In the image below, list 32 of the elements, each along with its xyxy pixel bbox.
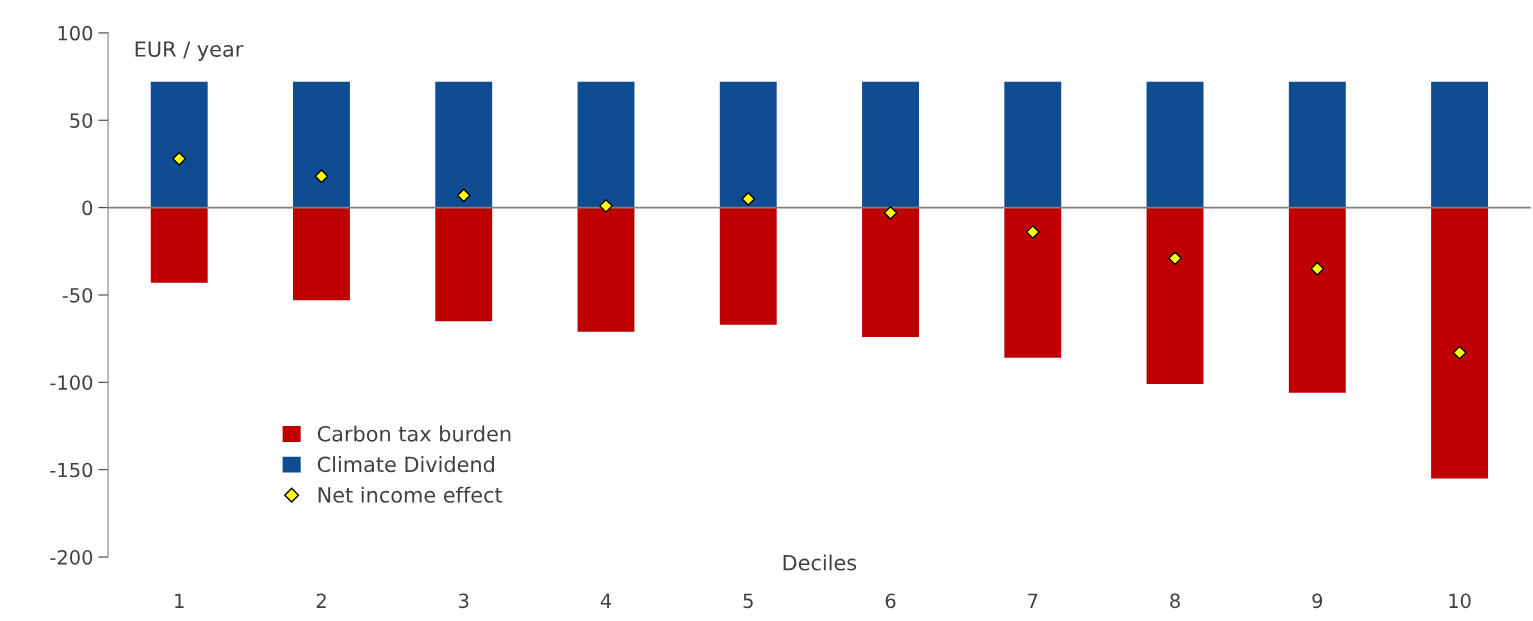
point (1452, 345, 1467, 360)
x-tick-label: 1 (175, 593, 184, 608)
point (883, 205, 898, 220)
point (1310, 261, 1325, 276)
point (172, 151, 187, 166)
x-tick-label: 10 (1449, 593, 1471, 609)
y-tick-label: 50 (70, 113, 93, 128)
x-tick-label: 8 (1170, 593, 1180, 609)
y-tick-label: -150 (50, 462, 93, 478)
y-tick-label: -50 (62, 287, 93, 303)
point (1025, 225, 1040, 239)
x-tick-label: 5 (743, 593, 753, 609)
x-tick-label: 7 (1028, 593, 1038, 608)
y-tick-label: -100 (50, 375, 93, 390)
point (741, 191, 756, 206)
point (1168, 251, 1182, 266)
point (599, 198, 613, 213)
x-tick-label: 6 (885, 593, 896, 609)
x-tick-label: 3 (459, 593, 469, 609)
x-tick-label: 4 (600, 593, 612, 608)
x-axis-title: Deciles (783, 554, 857, 571)
y-tick-label: 0 (82, 200, 93, 216)
x-tick-label: 2 (316, 593, 326, 608)
y-tick-label: -200 (50, 549, 93, 565)
legend-label: Carbon tax burden (317, 425, 511, 442)
y-tick-label: 100 (58, 25, 93, 41)
legend-label: Net income effect (318, 486, 503, 503)
point (456, 188, 471, 203)
point (314, 169, 329, 184)
legend-label: Climate Dividend (317, 456, 494, 473)
x-tick-label: 9 (1312, 593, 1323, 609)
y-axis-title: EUR / year (135, 41, 244, 61)
